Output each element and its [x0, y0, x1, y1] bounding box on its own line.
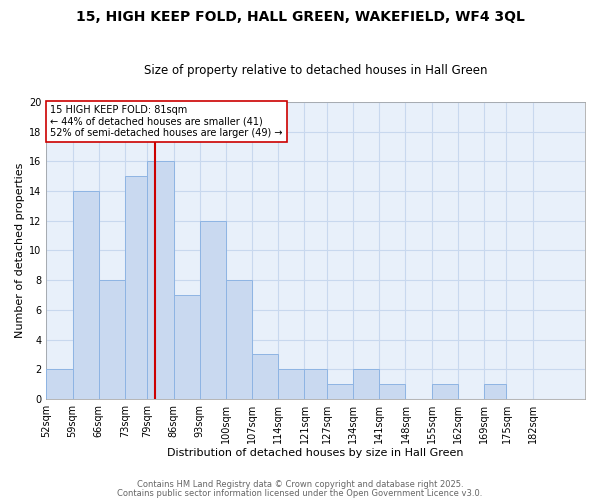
Bar [173, 295, 200, 399]
Title: Size of property relative to detached houses in Hall Green: Size of property relative to detached ho… [144, 64, 487, 77]
Bar [327, 384, 353, 399]
Bar [226, 280, 252, 399]
Bar [73, 191, 99, 399]
Bar [431, 384, 458, 399]
Text: Contains public sector information licensed under the Open Government Licence v3: Contains public sector information licen… [118, 488, 482, 498]
Bar [278, 370, 304, 399]
Bar [99, 280, 125, 399]
Bar [46, 370, 73, 399]
Bar [353, 370, 379, 399]
Bar [125, 176, 148, 399]
Bar [484, 384, 506, 399]
Bar [379, 384, 406, 399]
Bar [200, 220, 226, 399]
Text: Contains HM Land Registry data © Crown copyright and database right 2025.: Contains HM Land Registry data © Crown c… [137, 480, 463, 489]
Bar [148, 161, 173, 399]
Y-axis label: Number of detached properties: Number of detached properties [15, 163, 25, 338]
X-axis label: Distribution of detached houses by size in Hall Green: Distribution of detached houses by size … [167, 448, 464, 458]
Bar [304, 370, 327, 399]
Bar [252, 354, 278, 399]
Text: 15, HIGH KEEP FOLD, HALL GREEN, WAKEFIELD, WF4 3QL: 15, HIGH KEEP FOLD, HALL GREEN, WAKEFIEL… [76, 10, 524, 24]
Text: 15 HIGH KEEP FOLD: 81sqm
← 44% of detached houses are smaller (41)
52% of semi-d: 15 HIGH KEEP FOLD: 81sqm ← 44% of detach… [50, 105, 283, 138]
